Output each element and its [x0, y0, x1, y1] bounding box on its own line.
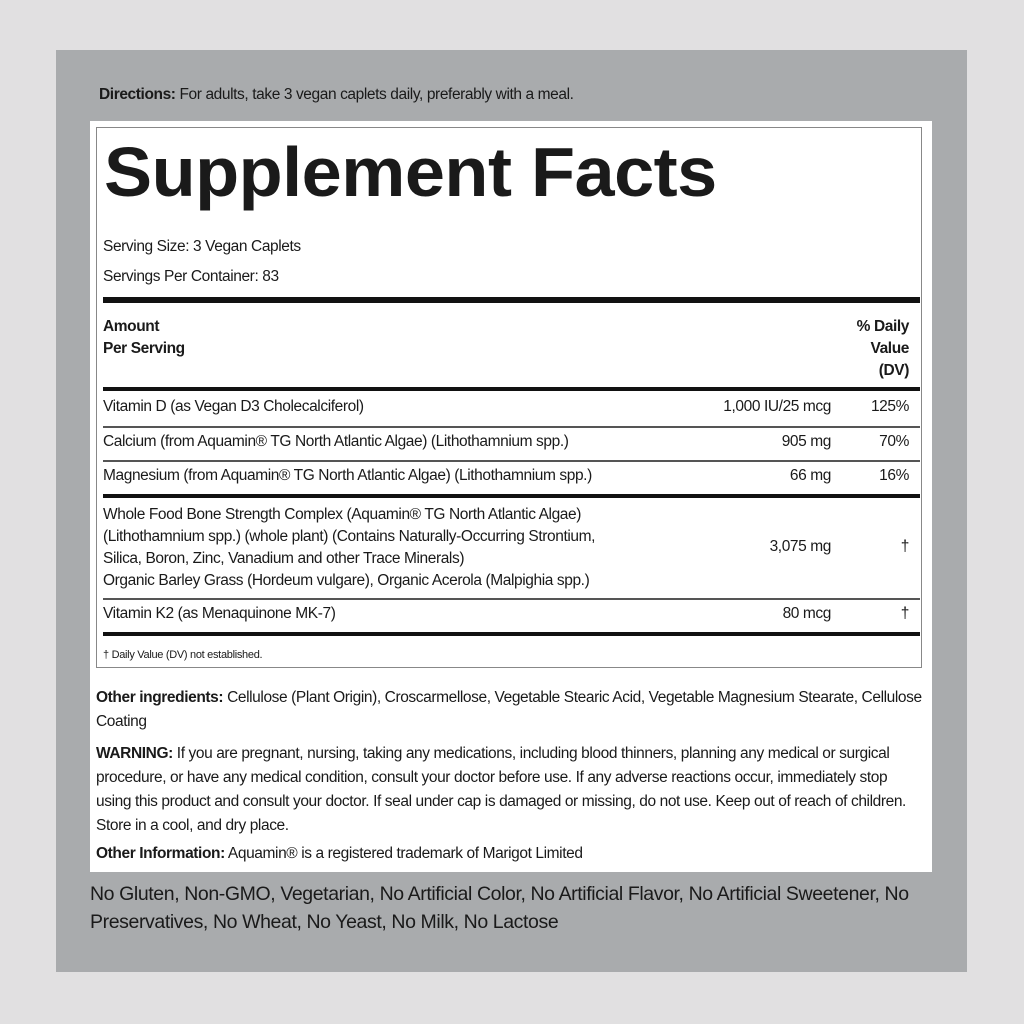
divider: [103, 426, 920, 428]
footnote: † Daily Value (DV) not established.: [103, 649, 263, 661]
nutrient-name: Vitamin K2 (as Menaquinone MK-7): [103, 605, 336, 622]
nutrient-dv: 70%: [879, 433, 909, 450]
divider: [103, 632, 920, 636]
divider: [103, 387, 920, 391]
dv-header: % Daily Value (DV): [856, 318, 910, 379]
nutrient-dv: 125%: [870, 398, 909, 415]
divider: [103, 297, 920, 303]
page-title: Supplement Facts: [104, 133, 717, 211]
nutrient-amount: 905 mg: [781, 433, 832, 450]
free-from-claims: No Gluten, Non-GMO, Vegetarian, No Artif…: [90, 883, 909, 933]
other-information: Other Information: Aquamin® is a registe…: [96, 845, 583, 862]
warning: WARNING: If you are pregnant, nursing, t…: [96, 745, 906, 834]
nutrient-name: Whole Food Bone Strength Complex (Aquami…: [103, 506, 596, 589]
serving-size: Serving Size: 3 Vegan Caplets: [103, 238, 301, 255]
nutrient-amount: 3,075 mg: [769, 538, 832, 555]
nutrient-dv: †: [900, 605, 910, 622]
divider: [103, 460, 920, 462]
servings-per-container: Servings Per Container: 83: [103, 268, 279, 285]
nutrient-name: Vitamin D (as Vegan D3 Cholecalciferol): [103, 398, 364, 415]
divider: [103, 494, 920, 498]
other-ingredients: Other ingredients: Cellulose (Plant Orig…: [96, 689, 922, 730]
nutrient-amount: 66 mg: [789, 467, 831, 484]
nutrient-amount: 80 mcg: [782, 605, 832, 622]
supplement-facts-box: [96, 127, 922, 668]
amount-header: Amount Per Serving: [103, 318, 185, 357]
nutrient-dv: 16%: [879, 467, 909, 484]
nutrient-amount: 1,000 IU/25 mcg: [723, 398, 831, 415]
nutrient-name: Calcium (from Aquamin® TG North Atlantic…: [103, 433, 569, 450]
nutrient-name: Magnesium (from Aquamin® TG North Atlant…: [103, 467, 592, 484]
directions: Directions: For adults, take 3 vegan cap…: [99, 86, 574, 103]
divider: [103, 598, 920, 600]
nutrient-dv: †: [900, 538, 910, 555]
